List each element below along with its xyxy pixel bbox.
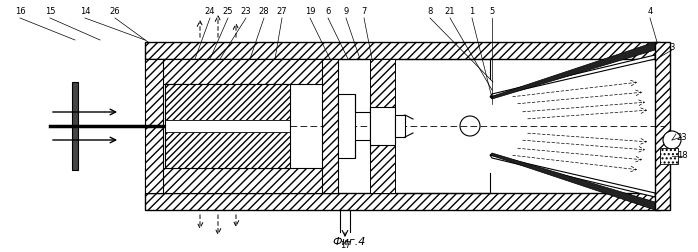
Text: 17: 17	[340, 241, 350, 250]
Polygon shape	[490, 153, 655, 210]
Text: Фиг.4: Фиг.4	[332, 237, 366, 247]
Bar	[370, 145, 395, 193]
Bar	[660, 148, 678, 164]
Bar	[322, 59, 338, 193]
Bar	[165, 120, 290, 132]
Text: 26: 26	[110, 8, 120, 16]
Bar	[370, 59, 395, 107]
Bar	[145, 42, 660, 59]
Text: 8: 8	[427, 8, 433, 16]
Bar	[370, 107, 395, 145]
Text: 3: 3	[669, 43, 675, 51]
Bar	[338, 94, 355, 158]
Bar	[145, 168, 335, 193]
Text: 21: 21	[445, 8, 455, 16]
Polygon shape	[490, 155, 655, 197]
Text: 23: 23	[676, 133, 688, 142]
Text: 1: 1	[469, 8, 475, 16]
Polygon shape	[490, 42, 655, 99]
Text: 25: 25	[223, 8, 233, 16]
Bar	[145, 59, 335, 84]
Bar	[145, 59, 163, 193]
Text: 14: 14	[80, 8, 90, 16]
Bar	[145, 168, 335, 193]
Bar	[145, 193, 660, 210]
Circle shape	[663, 131, 681, 149]
Text: 19: 19	[305, 8, 315, 16]
Bar	[322, 59, 338, 193]
Bar	[660, 148, 678, 164]
Bar	[145, 59, 163, 193]
Bar	[165, 132, 290, 168]
Text: 18: 18	[676, 151, 688, 161]
Bar	[370, 145, 395, 193]
Text: 5: 5	[489, 8, 495, 16]
Bar	[145, 59, 335, 84]
Bar	[145, 42, 660, 59]
Bar	[72, 82, 78, 170]
Text: 24: 24	[205, 8, 215, 16]
Text: 9: 9	[343, 8, 348, 16]
Text: 6: 6	[325, 8, 331, 16]
Text: 15: 15	[45, 8, 55, 16]
Text: 23: 23	[241, 8, 251, 16]
Text: 27: 27	[276, 8, 288, 16]
Bar	[655, 42, 670, 210]
Text: 28: 28	[259, 8, 269, 16]
Bar	[165, 84, 290, 120]
Bar	[655, 42, 670, 210]
Bar	[165, 132, 290, 168]
Polygon shape	[490, 55, 655, 97]
Bar	[395, 115, 405, 137]
Text: 7: 7	[362, 8, 366, 16]
Text: 16: 16	[15, 8, 25, 16]
Bar	[145, 193, 660, 210]
Bar	[165, 84, 290, 120]
Bar	[405, 59, 655, 193]
Bar	[370, 59, 395, 107]
Text: 4: 4	[647, 8, 653, 16]
